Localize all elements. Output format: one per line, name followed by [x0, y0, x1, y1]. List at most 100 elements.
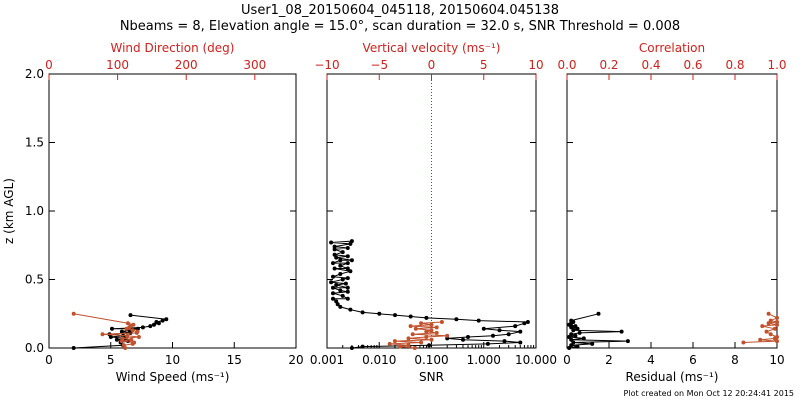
vertical-velocity-point	[406, 336, 411, 341]
top-tick-label: 0.4	[641, 58, 660, 72]
snr-point	[525, 320, 530, 324]
snr-point	[360, 310, 365, 315]
snr-point	[377, 311, 382, 316]
snr-point	[424, 315, 429, 320]
panel-3	[566, 73, 779, 350]
snr-point	[408, 314, 413, 319]
top-axis-label: Vertical velocity (ms⁻¹)	[363, 41, 501, 55]
wind-speed-point	[152, 322, 156, 327]
residual-point	[619, 329, 624, 334]
bottom-tick-label: 10	[165, 353, 180, 367]
wind-direction-point	[125, 333, 130, 338]
snr-point	[461, 337, 465, 342]
correlation-point	[758, 337, 763, 342]
snr-point	[331, 291, 335, 296]
bottom-tick-label: 20	[288, 353, 303, 367]
residual-point	[569, 318, 574, 323]
y-tick-label: 1.0	[25, 204, 44, 218]
top-tick-label: 5	[480, 58, 488, 72]
top-tick-label: 0	[45, 58, 53, 72]
bottom-axis-label: Residual (ms⁻¹)	[626, 370, 719, 384]
snr-point	[393, 313, 397, 318]
vertical-velocity-point	[419, 340, 424, 345]
bottom-axis-label: SNR	[419, 370, 444, 384]
vertical-velocity-point	[429, 322, 434, 327]
snr-point	[340, 277, 345, 282]
y-tick-label: 1.5	[25, 136, 44, 150]
vertical-velocity-point	[434, 330, 439, 335]
wind-speed-point	[128, 313, 133, 318]
top-tick-label: 0.8	[725, 58, 744, 72]
residual-point	[575, 326, 580, 331]
correlation-point	[775, 335, 779, 339]
snr-point	[491, 333, 495, 338]
correlation-point	[766, 311, 771, 316]
residual-point	[573, 333, 578, 338]
vertical-velocity-point	[387, 341, 392, 346]
snr-point	[329, 280, 334, 285]
snr-point	[338, 258, 343, 263]
snr-point	[485, 341, 490, 346]
residual-point	[569, 343, 574, 348]
top-tick-label: 10	[528, 58, 543, 72]
snr-point	[329, 240, 334, 245]
bottom-tick-label: 2	[605, 353, 613, 367]
snr-point	[481, 326, 486, 331]
snr-point	[331, 274, 335, 279]
top-tick-label: 0.2	[599, 58, 618, 72]
wind-direction-point	[100, 332, 105, 337]
wind-speed-point	[114, 337, 119, 342]
vertical-velocity-point	[429, 337, 434, 342]
vertical-velocity-point	[434, 325, 439, 330]
chart-title-line1: User1_08_20150604_045118, 20150604.04513…	[241, 3, 559, 18]
snr-point	[513, 324, 518, 329]
wind-speed-point	[160, 318, 165, 323]
bottom-tick-label: 0.001	[310, 353, 344, 367]
snr-point	[506, 332, 511, 337]
panel-2	[326, 73, 537, 350]
snr-point	[345, 285, 350, 290]
snr-point	[340, 293, 345, 298]
vertical-velocity-point	[424, 335, 429, 339]
vertical-velocity-point	[439, 320, 444, 324]
snr-point	[349, 239, 354, 244]
snr-point	[360, 344, 365, 349]
correlation-point	[768, 332, 773, 337]
vertical-velocity-point	[413, 326, 418, 331]
bottom-tick-label: 15	[227, 353, 242, 367]
y-tick-label: 0.5	[25, 273, 44, 287]
snr-point	[454, 317, 459, 322]
residual-point	[571, 328, 576, 333]
wind-speed-point	[164, 317, 169, 322]
correlation-point	[772, 326, 777, 331]
snr-point	[331, 285, 335, 290]
snr-point	[340, 250, 345, 255]
vertical-velocity-point	[406, 343, 411, 348]
residual-point	[567, 346, 572, 350]
snr-point	[345, 266, 350, 271]
wind-direction-point	[121, 343, 126, 348]
bottom-tick-label: 0.010	[362, 353, 396, 367]
top-axis-label: Wind Direction (deg)	[111, 41, 235, 55]
snr-point	[502, 339, 507, 344]
vertical-velocity-point	[424, 329, 429, 334]
snr-point	[338, 288, 343, 293]
residual-point	[581, 336, 586, 341]
snr-point	[345, 246, 350, 250]
bottom-tick-label: 0	[563, 353, 571, 367]
snr-point	[332, 266, 337, 271]
snr-point	[334, 299, 339, 304]
snr-point	[349, 346, 354, 350]
vertical-velocity-point	[398, 344, 403, 349]
residual-point	[573, 324, 578, 329]
chart-title-line2: Nbeams = 8, Elevation angle = 15.0°, sca…	[120, 19, 680, 34]
bottom-tick-label: 0.100	[414, 353, 448, 367]
vertical-velocity-point	[392, 339, 397, 344]
residual-point	[625, 339, 630, 344]
vertical-velocity-point	[429, 328, 434, 333]
panel-2-frame	[326, 73, 537, 349]
wind-direction-point	[131, 322, 136, 327]
wind-speed-point	[71, 346, 76, 350]
vertical-velocity-point	[412, 346, 417, 350]
